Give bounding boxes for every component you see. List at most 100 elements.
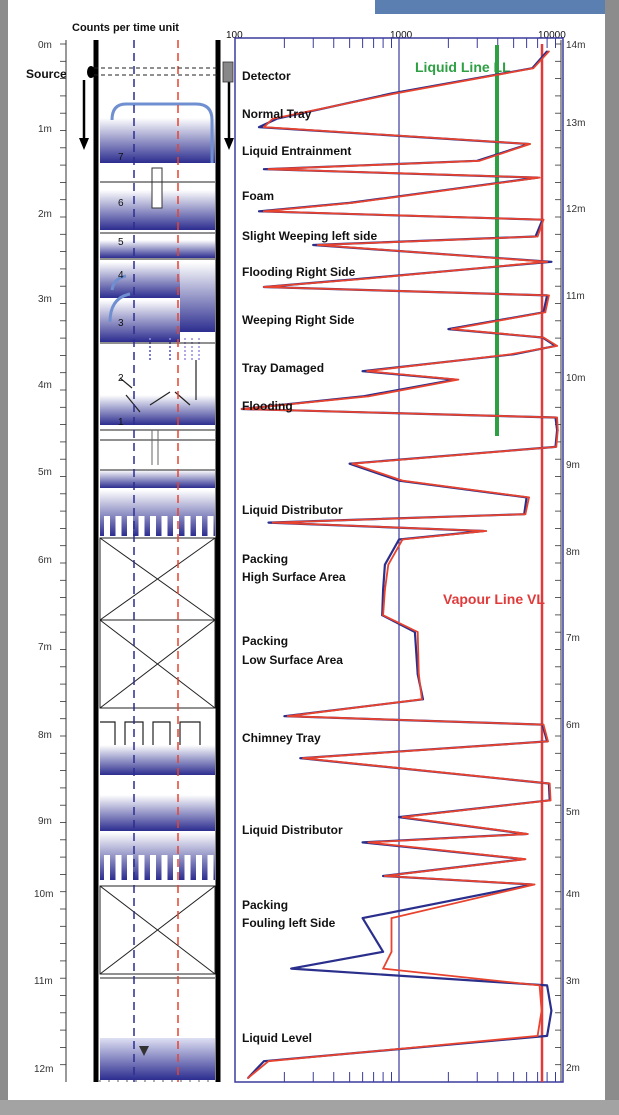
right-tick-3m: 3m	[566, 976, 580, 987]
scan-data-point	[382, 589, 384, 591]
annotation-low-surface-area: Low Surface Area	[242, 653, 343, 667]
scan-data-point	[546, 1035, 548, 1037]
distributor-upper-slot	[196, 516, 202, 536]
tray-4-flood	[180, 262, 215, 332]
annotations: Detector Normal Tray Liquid Entrainment …	[242, 69, 377, 1045]
annotation-chimney-tray: Chimney Tray	[242, 731, 321, 745]
scan-data-point	[532, 67, 535, 70]
annotation-normal-tray: Normal Tray	[242, 107, 312, 121]
distributor-upper-slot	[207, 516, 214, 536]
annotation-liquid-distributor-1: Liquid Distributor	[242, 503, 343, 517]
source-label: Source	[26, 67, 67, 81]
tray-number-4: 4	[118, 270, 124, 281]
distributor-upper-slot	[104, 516, 110, 536]
scan-data-point	[556, 429, 559, 431]
distributor-lower-slot	[196, 855, 202, 880]
annotation-liquid-entrainment: Liquid Entrainment	[242, 144, 351, 158]
right-border	[605, 0, 619, 1115]
scan-data-point	[398, 816, 400, 818]
distributor-upper-slot	[150, 516, 156, 536]
left-tick-9m: 9m	[38, 816, 52, 827]
right-tick-12m: 12m	[566, 204, 585, 215]
top-minor-ticks	[283, 38, 556, 48]
scan-data-point	[267, 1060, 270, 1063]
right-tick-2m: 2m	[566, 1063, 580, 1074]
column-schematic: 7 6 5 4 3 2 1	[93, 40, 221, 1082]
scan-data-point	[529, 143, 531, 145]
scan-data-point	[546, 260, 548, 263]
scan-data-point	[382, 614, 384, 617]
liquid-line-label: Liquid Line LL	[415, 59, 511, 75]
tray-4-arc	[110, 274, 127, 291]
left-tick-5m: 5m	[38, 467, 52, 478]
scan-data-point	[556, 345, 558, 347]
scan-plot: Liquid Line LL Vapour Line VL	[234, 37, 564, 1083]
scan-data-point	[316, 244, 319, 246]
scan-data-point	[542, 723, 545, 726]
right-tick-6m: 6m	[566, 720, 580, 731]
scan-data-point	[548, 294, 550, 297]
annotation-tray-damaged: Tray Damaged	[242, 361, 324, 375]
tray-3-arc	[108, 292, 131, 323]
distributor-upper-pipe	[151, 430, 159, 465]
scale-tick-100: 100	[226, 30, 243, 41]
scan-data-point	[312, 244, 315, 246]
source-marker: Source	[26, 61, 234, 150]
scan-data-point	[263, 1060, 265, 1063]
bottom-minor-ticks	[283, 1072, 556, 1082]
scan-data-point	[367, 395, 370, 398]
scan-data-point	[271, 117, 274, 120]
scan-data-point	[367, 841, 370, 844]
tray-7-liquid	[100, 118, 215, 163]
left-tick-4m: 4m	[38, 380, 52, 391]
distributor-lower-slot	[115, 855, 122, 880]
distributor-lower-slot	[138, 855, 145, 880]
left-tick-11m: 11m	[34, 976, 53, 987]
scan-data-point	[538, 984, 541, 987]
right-tick-5m: 5m	[566, 807, 580, 818]
scan-data-point	[263, 210, 265, 213]
annotation-flooding-right: Flooding Right Side	[242, 265, 356, 279]
scan-data-point	[536, 1035, 539, 1037]
scan-data-point	[478, 159, 481, 162]
annotation-flooding: Flooding	[242, 399, 293, 413]
counts-per-time-unit-label: Counts per time unit	[72, 22, 179, 34]
scan-data-point	[390, 950, 393, 953]
scan-data-point	[550, 1009, 553, 1012]
scan-data-point	[550, 260, 553, 263]
distributor-upper-slot	[173, 516, 179, 536]
distributor-upper-slot	[138, 516, 145, 536]
tray-5-liquid	[100, 240, 215, 258]
distributor-upper-slot	[161, 516, 168, 536]
scan-data-point	[240, 408, 243, 410]
scan-data-point	[450, 328, 453, 330]
scan-data-point	[384, 563, 386, 566]
scan-data-point	[387, 563, 390, 566]
right-tick-11m: 11m	[566, 291, 585, 302]
scan-data-point	[526, 833, 529, 835]
scan-data-point	[524, 513, 527, 516]
scan-data-point	[382, 950, 384, 953]
left-tick-1m: 1m	[38, 124, 52, 135]
scan-data-point	[286, 715, 289, 718]
scan-data-point	[548, 782, 551, 785]
right-tick-7m: 7m	[566, 633, 580, 644]
scan-data-point	[263, 168, 265, 171]
scan-data-point	[351, 462, 354, 465]
scan-data-point	[544, 311, 547, 314]
scan-data-point	[509, 353, 512, 356]
tray-number-2: 2	[118, 373, 124, 384]
tray-number-1: 1	[118, 417, 124, 428]
scan-data-point	[348, 462, 351, 465]
scan-data-point	[398, 538, 400, 541]
annotation-detector: Detector	[242, 69, 291, 83]
tray-section	[100, 102, 215, 431]
scan-data-point	[549, 799, 552, 802]
left-tick-12m: 12m	[34, 1064, 53, 1075]
scan-data-point	[366, 277, 369, 280]
right-tick-4m: 4m	[566, 889, 580, 900]
left-tick-7m: 7m	[38, 642, 52, 653]
scan-series	[240, 50, 559, 1079]
scan-data-point	[401, 816, 404, 818]
scan-data-point	[548, 50, 550, 53]
